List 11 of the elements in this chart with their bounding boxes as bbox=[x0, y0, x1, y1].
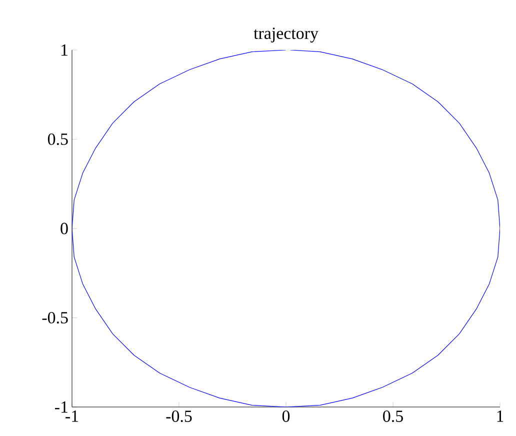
x-tick-label: 0.5 bbox=[383, 410, 403, 422]
y-tick-label: 1 bbox=[61, 44, 68, 56]
x-tick-label: 0 bbox=[282, 410, 290, 422]
y-tick-label: 0.5 bbox=[48, 133, 68, 145]
y-tick-label: -0.5 bbox=[42, 312, 68, 324]
y-tick-label: 0 bbox=[60, 222, 68, 234]
x-tick-label: -0.5 bbox=[166, 410, 192, 422]
x-tick-label: 1 bbox=[497, 410, 504, 422]
line-series bbox=[72, 50, 500, 407]
y-tick-label: -1 bbox=[54, 401, 68, 413]
chart-title: trajectory bbox=[254, 28, 318, 42]
